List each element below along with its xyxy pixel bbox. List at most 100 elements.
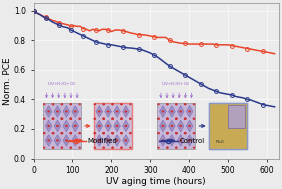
Control [32, 10, 35, 12]
Circle shape [121, 147, 122, 148]
Circle shape [180, 140, 181, 141]
Modified [160, 36, 164, 39]
Circle shape [44, 118, 45, 119]
Circle shape [176, 118, 177, 119]
Circle shape [112, 104, 113, 105]
Circle shape [44, 104, 45, 105]
Polygon shape [123, 106, 129, 117]
Circle shape [99, 111, 100, 112]
Circle shape [48, 111, 49, 112]
Circle shape [193, 118, 195, 119]
Control [273, 106, 276, 108]
Polygon shape [63, 106, 70, 117]
Circle shape [185, 147, 186, 148]
Circle shape [52, 104, 54, 105]
Circle shape [94, 118, 95, 119]
Circle shape [74, 111, 76, 112]
Circle shape [130, 147, 131, 148]
Circle shape [162, 125, 164, 126]
Circle shape [167, 147, 168, 148]
Circle shape [176, 118, 177, 119]
Polygon shape [45, 120, 52, 132]
Circle shape [94, 147, 95, 148]
Circle shape [130, 118, 131, 119]
Circle shape [185, 118, 186, 119]
Polygon shape [186, 120, 193, 132]
Circle shape [171, 140, 173, 141]
FancyBboxPatch shape [209, 103, 247, 149]
Circle shape [107, 125, 109, 126]
X-axis label: UV aging time (hours): UV aging time (hours) [106, 177, 206, 186]
Circle shape [70, 118, 71, 119]
Circle shape [79, 147, 80, 148]
Circle shape [52, 118, 54, 119]
Circle shape [193, 118, 195, 119]
Circle shape [112, 104, 113, 105]
Control [82, 35, 85, 37]
Circle shape [61, 104, 62, 105]
Circle shape [61, 118, 62, 119]
Circle shape [44, 147, 45, 148]
Circle shape [176, 104, 177, 105]
Circle shape [176, 118, 177, 119]
Control [246, 98, 249, 101]
Circle shape [125, 111, 127, 112]
Circle shape [167, 118, 168, 119]
Circle shape [52, 147, 54, 148]
Circle shape [99, 140, 100, 141]
Control [79, 33, 82, 36]
Line: Modified: Modified [32, 9, 277, 56]
Circle shape [116, 111, 118, 112]
Circle shape [52, 118, 54, 119]
FancyBboxPatch shape [157, 103, 195, 149]
Circle shape [61, 147, 62, 148]
Polygon shape [96, 106, 103, 117]
Polygon shape [96, 135, 103, 146]
Circle shape [52, 118, 54, 119]
Modified [273, 53, 276, 55]
Circle shape [48, 140, 49, 141]
Circle shape [66, 140, 67, 141]
Circle shape [130, 104, 131, 105]
Circle shape [167, 118, 168, 119]
Circle shape [180, 111, 181, 112]
Polygon shape [186, 106, 193, 117]
Circle shape [185, 104, 186, 105]
Circle shape [112, 147, 113, 148]
Circle shape [61, 118, 62, 119]
Text: Control: Control [179, 138, 205, 144]
Control [265, 104, 268, 106]
Polygon shape [168, 106, 175, 117]
Circle shape [121, 104, 122, 105]
Circle shape [171, 125, 173, 126]
Circle shape [103, 147, 104, 148]
Circle shape [103, 118, 104, 119]
Polygon shape [114, 106, 120, 117]
Circle shape [57, 111, 58, 112]
Circle shape [103, 118, 104, 119]
FancyBboxPatch shape [228, 105, 245, 128]
Circle shape [66, 125, 67, 126]
Circle shape [103, 118, 104, 119]
Circle shape [176, 118, 177, 119]
Circle shape [103, 147, 104, 148]
Circle shape [185, 118, 186, 119]
Modified [265, 51, 268, 53]
FancyBboxPatch shape [94, 103, 132, 149]
Modified [32, 10, 35, 12]
FancyBboxPatch shape [43, 103, 81, 149]
Circle shape [158, 147, 159, 148]
Circle shape [189, 140, 190, 141]
Circle shape [112, 118, 113, 119]
Circle shape [70, 147, 71, 148]
Circle shape [167, 104, 168, 105]
Circle shape [103, 118, 104, 119]
Circle shape [121, 118, 122, 119]
Control [164, 62, 168, 64]
Circle shape [121, 118, 122, 119]
Circle shape [158, 118, 159, 119]
Circle shape [185, 104, 186, 105]
Text: PbI$_2$: PbI$_2$ [215, 138, 225, 146]
Polygon shape [123, 135, 129, 146]
Circle shape [66, 111, 67, 112]
